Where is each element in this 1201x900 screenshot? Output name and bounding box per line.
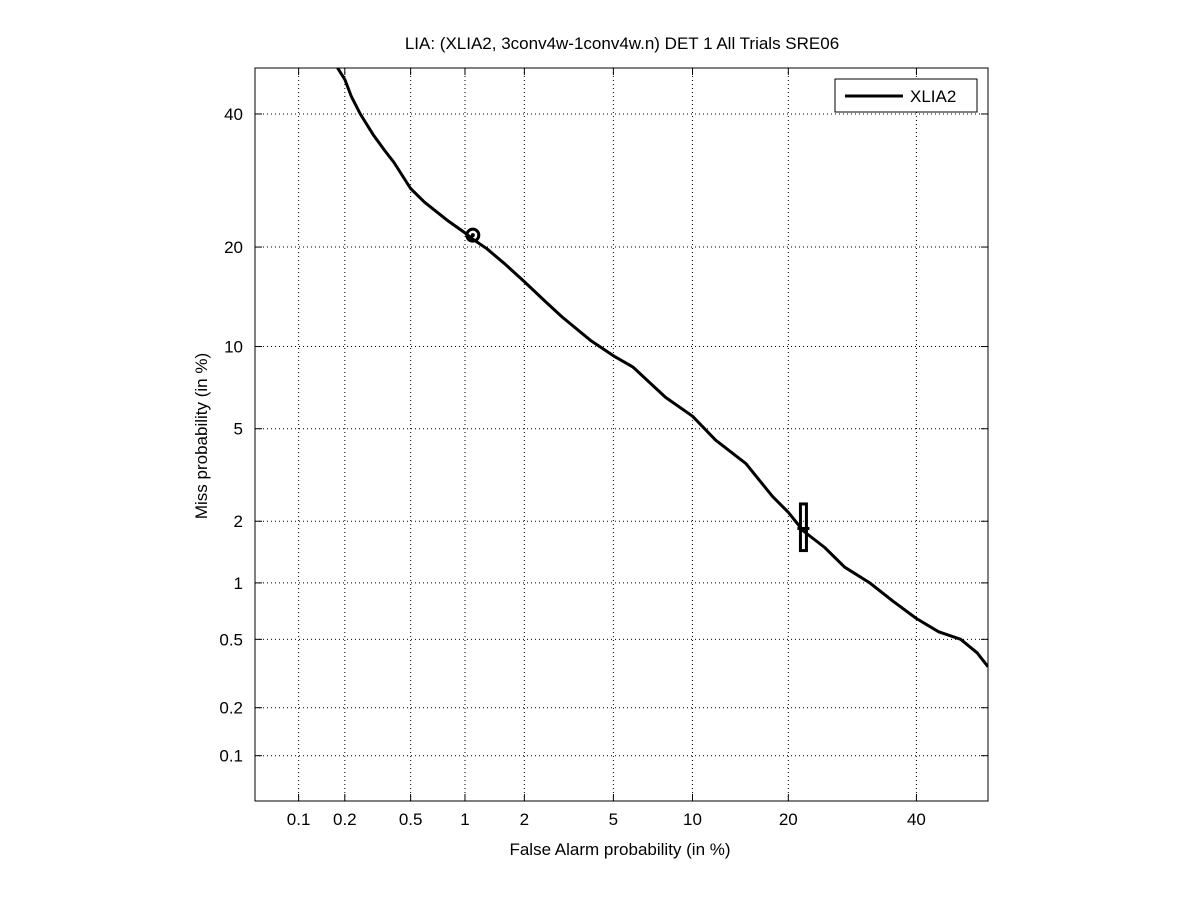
- y-tick-label: 10: [224, 338, 243, 357]
- y-tick-label: 5: [234, 420, 243, 439]
- y-tick-label: 1: [234, 574, 243, 593]
- grid-lines: [255, 68, 988, 801]
- series-line-xlia2: [336, 68, 988, 668]
- y-tick-label: 20: [224, 238, 243, 257]
- y-tick-label: 40: [224, 105, 243, 124]
- x-tick-label: 2: [520, 810, 529, 829]
- y-tick-label: 0.5: [219, 630, 243, 649]
- markers-layer: [465, 227, 810, 553]
- x-tick-label: 0.1: [287, 810, 311, 829]
- x-tick-label: 20: [779, 810, 798, 829]
- min-dcf-marker-dot: [470, 233, 475, 238]
- min-dcf-marker: [465, 227, 481, 243]
- axis-ticks: 0.1 0.2 0.5 1 2 5 10 20 40 0.1 0.2 0.5 1 2 5 10 20 40: [219, 68, 988, 829]
- chart-title: LIA: (XLIA2, 3conv4w-1conv4w.n) DET 1 Al…: [405, 34, 839, 53]
- legend-label: XLIA2: [910, 87, 956, 106]
- plot-area-frame: [254, 67, 989, 802]
- y-axis-label: Miss probability (in %): [192, 353, 211, 519]
- y-tick-label: 2: [234, 512, 243, 531]
- series-layer: [336, 68, 988, 668]
- x-tick-label: 0.5: [399, 810, 423, 829]
- x-tick-label: 0.2: [333, 810, 357, 829]
- y-tick-label: 0.2: [219, 699, 243, 718]
- y-tick-label: 0.1: [219, 747, 243, 766]
- x-tick-label: 40: [907, 810, 926, 829]
- x-tick-label: 10: [683, 810, 702, 829]
- x-axis-label: False Alarm probability (in %): [509, 840, 730, 859]
- x-tick-label: 1: [460, 810, 469, 829]
- x-tick-label: 5: [609, 810, 618, 829]
- legend: XLIA2: [834, 78, 978, 113]
